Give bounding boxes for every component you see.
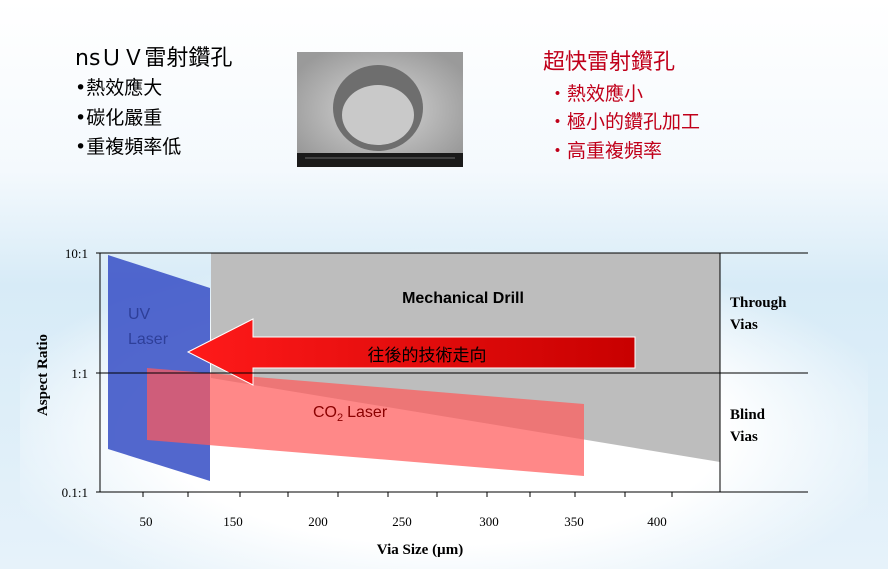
co2-region (147, 368, 584, 476)
through-label: Through (730, 295, 787, 311)
left-item: •重複頻率低 (75, 136, 181, 158)
x-tick-label: 150 (223, 514, 243, 529)
arrow-label: 往後的技術走向 (368, 346, 487, 366)
trend-arrow (186, 318, 636, 386)
uv-label: UV (128, 306, 151, 323)
blind-label: Blind (730, 407, 766, 423)
co2-sub: 2 (337, 412, 343, 424)
mechanical-label: Mechanical Drill (402, 290, 524, 307)
left-title: nsＵＶ雷射鑽孔 (75, 46, 232, 71)
through-label: Vias (730, 317, 758, 333)
axes (96, 252, 808, 497)
co2-label: CO2 Laser (313, 404, 388, 424)
uv-region (108, 255, 210, 481)
co2-rest: Laser (347, 404, 388, 421)
x-tick-label: 300 (479, 514, 499, 529)
right-item: ・高重複頻率 (548, 140, 662, 162)
y-axis-title: Aspect Ratio (35, 334, 51, 416)
right-title: 超快雷射鑽孔 (543, 50, 675, 75)
x-tick-label: 200 (308, 514, 328, 529)
x-tick-label: 250 (392, 514, 412, 529)
sem-image (297, 52, 463, 167)
left-item: •碳化嚴重 (75, 107, 162, 129)
left-item: •熱效應大 (75, 76, 162, 99)
blind-label: Vias (730, 429, 758, 445)
co2-main: CO (313, 404, 337, 421)
y-tick-label: 1:1 (71, 366, 88, 381)
right-item: ・熱效應小 (548, 82, 643, 105)
y-tick-label: 10:1 (65, 246, 88, 261)
x-tick-label: 50 (140, 514, 153, 529)
uv-label: Laser (128, 331, 169, 348)
x-tick-label: 400 (647, 514, 667, 529)
x-axis-title: Via Size (µm) (377, 542, 463, 558)
right-item: ・極小的鑽孔加工 (548, 111, 700, 133)
x-tick-label: 350 (564, 514, 584, 529)
y-tick-label: 0.1:1 (62, 485, 88, 500)
